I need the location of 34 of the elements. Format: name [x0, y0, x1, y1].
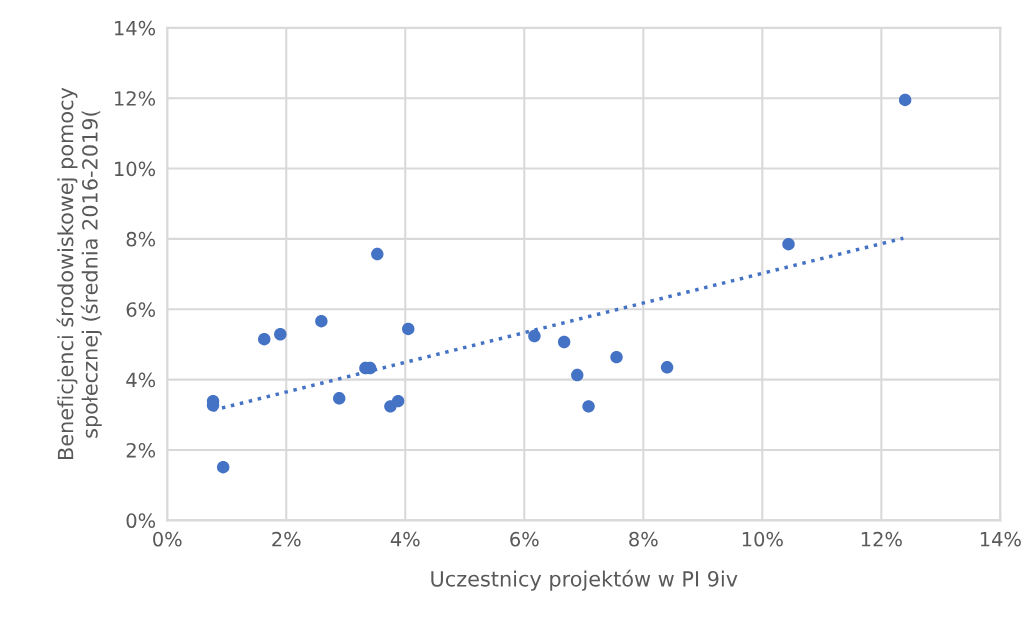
y-axis-title: Beneficjenci środowiskowej pomocy społecznej (średnia 2016-2019( — [56, 87, 102, 459]
y-tick-label: 8% — [126, 231, 156, 247]
y-tick-label: 6% — [126, 302, 156, 317]
y-tick-label: 12% — [115, 91, 156, 106]
point — [274, 328, 287, 341]
point — [610, 350, 623, 364]
point — [582, 400, 595, 413]
point — [557, 335, 571, 349]
point — [898, 93, 912, 107]
y-tick-label: 14% — [115, 20, 156, 36]
x-tick-label: 4% — [390, 531, 420, 547]
x-tick-label: 10% — [742, 531, 783, 547]
x-tick-label: 12% — [861, 531, 902, 547]
y-tick-label: 0% — [126, 513, 156, 529]
y-tick-label: 2% — [126, 442, 156, 458]
y-tick-label: 10% — [115, 161, 156, 177]
point — [333, 392, 346, 405]
x-tick-label: 8% — [629, 531, 658, 547]
x-tick-label: 2% — [272, 531, 301, 547]
x-tick-label: 14% — [980, 531, 1021, 547]
x-axis-title: Uczestnicy projektów w PI 9iv — [431, 569, 738, 591]
point — [315, 315, 328, 328]
point — [571, 368, 584, 382]
point — [216, 461, 230, 474]
y-tick-label: 4% — [126, 372, 156, 388]
point — [660, 361, 674, 374]
x-tick-label: 6% — [510, 531, 539, 547]
point — [371, 247, 384, 261]
point — [402, 322, 415, 336]
point — [391, 394, 405, 408]
point — [782, 237, 795, 251]
point — [528, 329, 541, 343]
x-tick-label: 0% — [153, 531, 182, 547]
point — [258, 332, 271, 346]
